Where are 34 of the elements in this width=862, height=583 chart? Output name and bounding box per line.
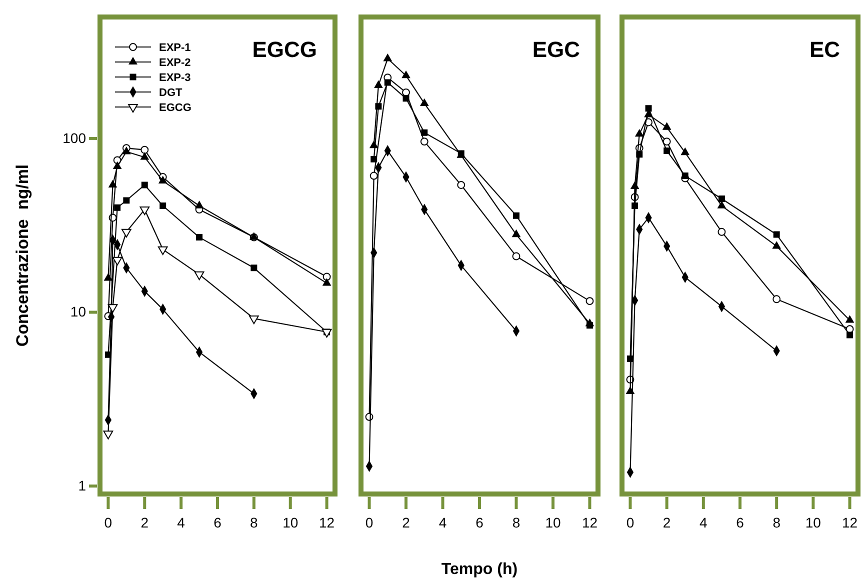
y-axis-title: Concentrazione ng/ml — [13, 164, 32, 347]
x-tick-label: 12 — [842, 514, 858, 530]
x-tick-label: 6 — [476, 514, 484, 530]
x-tick-label: 4 — [700, 514, 708, 530]
text: EC — [809, 37, 840, 62]
x-axis-title: Tempo (h) — [441, 561, 518, 578]
text: EGC — [532, 37, 580, 62]
x-tick-label: 12 — [582, 514, 598, 530]
legend-label: EGCG — [159, 102, 192, 114]
x-tick-label: 10 — [282, 514, 298, 530]
x-tick-label: 4 — [438, 514, 447, 530]
x-tick-label: 2 — [402, 514, 410, 530]
x-tick-label: 8 — [772, 514, 781, 530]
x-tick-label: 8 — [512, 514, 520, 530]
x-tick-label: 0 — [626, 514, 634, 530]
x-tick-label: 2 — [662, 514, 671, 530]
legend-label: EXP-2 — [159, 57, 191, 69]
x-tick-label: 6 — [214, 514, 222, 530]
legend-label: DGT — [159, 87, 182, 99]
x-tick-label: 0 — [365, 514, 374, 530]
x-tick-label: 10 — [545, 514, 561, 530]
x-tick-label: 6 — [736, 514, 744, 530]
legend-label: EXP-1 — [159, 42, 191, 54]
text: EGCG — [252, 37, 317, 62]
y-tick-label: 1 — [78, 478, 86, 494]
y-tick-label: 10 — [70, 304, 86, 320]
legend-label: EXP-3 — [159, 72, 191, 84]
x-tick-label: 2 — [140, 514, 149, 530]
x-tick-label: 4 — [177, 514, 186, 530]
x-tick-label: 10 — [805, 514, 822, 530]
y-tick-label: 100 — [62, 130, 86, 146]
x-tick-label: 0 — [104, 514, 112, 530]
x-tick-label: 12 — [319, 514, 335, 530]
x-tick-label: 8 — [250, 514, 258, 530]
